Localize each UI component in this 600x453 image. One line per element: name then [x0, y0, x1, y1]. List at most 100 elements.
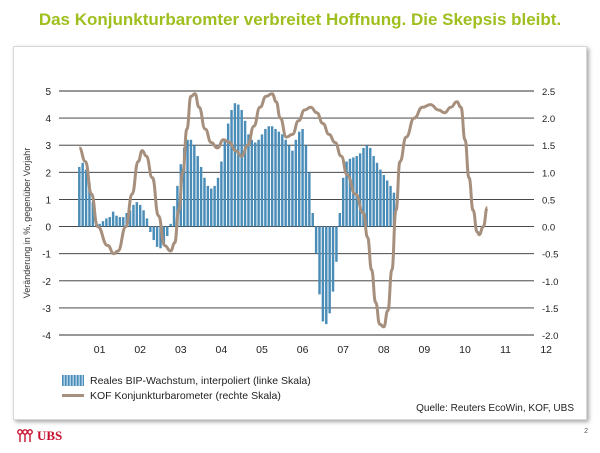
- bar: [287, 145, 291, 227]
- bar: [358, 153, 362, 227]
- left-tick-label: 4: [45, 114, 51, 125]
- bar: [216, 177, 220, 227]
- bar: [176, 185, 179, 227]
- bar: [172, 206, 176, 227]
- bar-series: [78, 103, 396, 325]
- bar: [186, 139, 189, 227]
- bar: [243, 120, 247, 227]
- bar: [345, 161, 348, 227]
- left-tick-label: -1: [42, 250, 51, 261]
- x-tick-label: 08: [378, 344, 390, 356]
- bar: [135, 202, 139, 227]
- bar: [220, 161, 223, 227]
- bar: [199, 166, 203, 227]
- bar: [372, 156, 375, 227]
- bar: [233, 103, 237, 227]
- right-tick-label: 0.5: [542, 195, 555, 206]
- bar: [206, 185, 210, 227]
- bar: [149, 226, 152, 232]
- x-tick-label: 06: [297, 344, 309, 356]
- bar: [328, 226, 331, 314]
- bar: [321, 226, 325, 322]
- bar: [223, 139, 226, 227]
- bar: [250, 139, 254, 227]
- bar: [230, 109, 233, 227]
- bar: [237, 104, 240, 227]
- bar: [362, 147, 365, 227]
- bar: [193, 145, 196, 227]
- bar: [152, 226, 155, 241]
- bar: [264, 128, 267, 227]
- bar: [91, 202, 95, 227]
- bar: [341, 177, 345, 227]
- bar: [196, 156, 199, 227]
- bar: [111, 211, 115, 227]
- bar: [240, 109, 243, 227]
- bar: [169, 223, 172, 227]
- x-tick-label: 11: [500, 344, 511, 356]
- bar: [145, 218, 149, 227]
- line-series: [78, 92, 489, 329]
- bar: [84, 169, 88, 227]
- bar: [81, 162, 84, 227]
- bar: [308, 172, 311, 227]
- legend-swatch-line: [62, 394, 84, 397]
- x-tick-label: 03: [175, 344, 187, 356]
- bar: [247, 134, 250, 227]
- right-tick-label: -1.0: [542, 277, 558, 288]
- bar: [281, 134, 284, 227]
- right-tick-label: -1.5: [542, 304, 558, 315]
- bar: [277, 131, 281, 227]
- right-tick-label: 2.0: [542, 114, 555, 125]
- bar: [159, 226, 162, 249]
- chart-svg: 543210-1-2-3-42.52.01.51.00.50.0-0.5-1.0…: [22, 87, 558, 356]
- bar: [325, 226, 328, 325]
- right-tick-label: 1.0: [542, 168, 555, 179]
- bar: [311, 213, 314, 227]
- bar: [155, 226, 159, 247]
- bar: [226, 123, 230, 227]
- kof-line: [78, 92, 489, 329]
- bar: [108, 217, 111, 227]
- right-tick-label: 0.0: [542, 223, 555, 234]
- legend-swatch-bar: [62, 375, 84, 386]
- right-tick-label: -0.5: [542, 250, 558, 261]
- bar: [162, 226, 166, 246]
- y-axis-label: Veränderung in %, gegenüber Vorjahr: [22, 148, 32, 299]
- x-tick-label: 02: [134, 344, 146, 356]
- bar: [385, 180, 389, 227]
- bar: [105, 218, 108, 227]
- chart-panel: 5 4 3 2 1 0 -1 -2 -3 -4 2.5 2.0 1.5 1.0 0.5 0.0 -0.5 -1.0…: [13, 46, 587, 420]
- x-tick-label: 05: [256, 344, 268, 356]
- bar: [375, 162, 379, 227]
- legend-item-line: KOF Konjunkturbarometer (rechte Skala): [62, 388, 311, 403]
- bar: [284, 139, 287, 227]
- bar: [392, 192, 396, 227]
- left-tick-label: 3: [45, 141, 51, 152]
- legend-label-line: KOF Konjunkturbarometer (rechte Skala): [90, 389, 281, 402]
- bar: [365, 145, 369, 227]
- x-tick-label: 10: [459, 344, 471, 356]
- bar: [122, 217, 125, 227]
- bar: [115, 215, 118, 227]
- bar: [389, 185, 392, 227]
- bar: [78, 166, 81, 227]
- bar: [270, 126, 274, 227]
- x-tick-label: 07: [337, 344, 349, 356]
- bar: [331, 226, 335, 292]
- bar: [338, 213, 342, 227]
- left-tick-label: -4: [42, 331, 51, 342]
- right-tick-label: 2.5: [542, 87, 555, 98]
- x-tick-label: 12: [540, 344, 552, 356]
- bar: [379, 169, 382, 227]
- bar: [335, 226, 338, 262]
- bar: [274, 128, 277, 227]
- right-tick-label: 1.5: [542, 141, 555, 152]
- ubs-logo: UBS: [16, 428, 62, 444]
- x-tick-label: 01: [94, 344, 106, 356]
- source-note: Quelle: Reuters EcoWin, KOF, UBS: [416, 403, 574, 414]
- bar: [301, 128, 304, 227]
- left-tick-label: 2: [45, 168, 51, 179]
- left-tick-label: 1: [45, 195, 51, 206]
- legend-label-bar: Reales BIP-Wachstum, interpoliert (linke…: [90, 374, 311, 387]
